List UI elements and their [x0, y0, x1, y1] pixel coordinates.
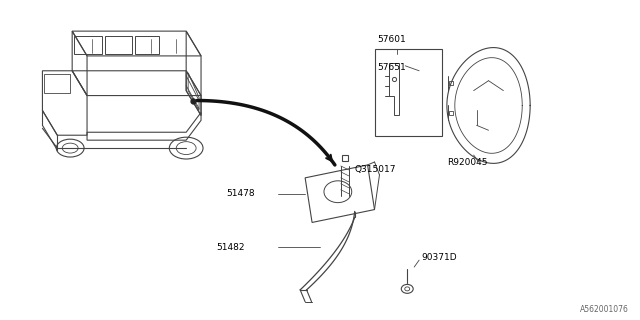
Text: A562001076: A562001076 [580, 305, 629, 314]
Bar [374, 49, 442, 136]
Text: 51478: 51478 [226, 189, 255, 198]
Text: Q315017: Q315017 [355, 165, 396, 174]
Text: R920045: R920045 [447, 158, 488, 167]
Text: 57651: 57651 [378, 63, 406, 72]
Text: 57601: 57601 [378, 35, 406, 44]
Text: 51482: 51482 [216, 243, 244, 252]
Text: 90371D: 90371D [421, 253, 457, 262]
